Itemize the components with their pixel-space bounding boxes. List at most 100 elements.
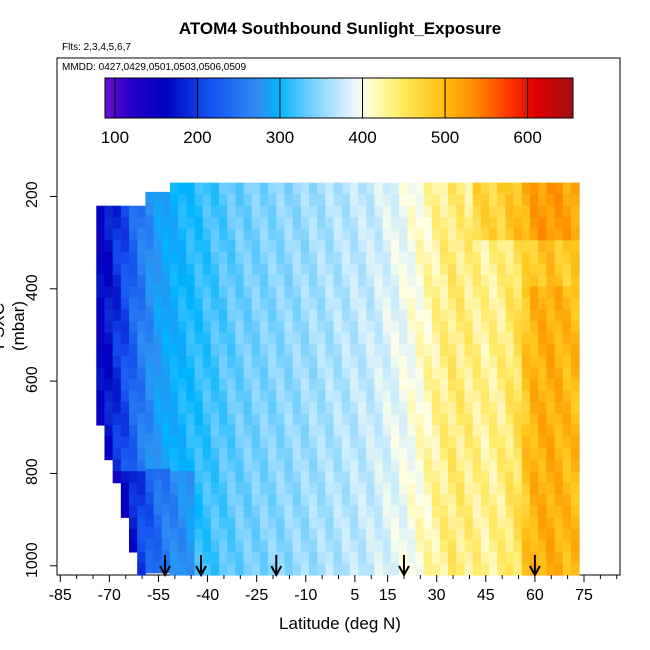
heatmap-cell: [259, 401, 269, 415]
heatmap-cell: [243, 194, 253, 207]
heatmap-cell: [153, 434, 163, 447]
heatmap-cell: [112, 471, 122, 484]
heatmap-cell: [448, 378, 457, 391]
heatmap-cell: [374, 274, 384, 288]
heatmap-cell: [431, 528, 441, 541]
heatmap-cell: [153, 561, 163, 574]
heatmap-cell: [366, 494, 376, 507]
heatmap-cell: [439, 517, 449, 530]
heatmap-cell: [464, 517, 474, 530]
heatmap-cell: [382, 217, 392, 230]
heatmap-cell: [186, 540, 196, 553]
heatmap-cell: [349, 332, 359, 345]
heatmap-cell: [178, 528, 187, 541]
heatmap-cell: [390, 367, 400, 380]
heatmap-cell: [546, 182, 556, 195]
heatmap-cell: [120, 401, 130, 415]
heatmap-cell: [464, 459, 474, 472]
heatmap-cell: [186, 286, 196, 299]
heatmap-cell: [178, 494, 187, 507]
heatmap-cell: [448, 551, 457, 565]
heatmap-cell: [399, 263, 408, 276]
heatmap-cell: [358, 217, 367, 230]
heatmap-cell: [145, 261, 155, 274]
heatmap-cell: [374, 505, 384, 518]
heatmap-cell: [120, 298, 130, 311]
heatmap-cell: [390, 390, 400, 403]
heatmap-cell: [284, 494, 294, 507]
heatmap-cell: [317, 240, 326, 253]
heatmap-cell: [96, 332, 106, 345]
heatmap-cell: [276, 263, 286, 276]
heatmap-cell: [554, 274, 564, 288]
heatmap-cell: [358, 471, 367, 484]
heatmap-cell: [251, 436, 261, 449]
heatmap-cell: [341, 551, 351, 565]
heatmap-cell: [235, 344, 245, 357]
heatmap-cell: [178, 228, 187, 241]
heatmap-cell: [153, 249, 163, 262]
heatmap-cell: [415, 182, 425, 195]
heatmap-cell: [120, 355, 130, 368]
heatmap-cell: [309, 251, 318, 265]
x-tick-label: -70: [97, 587, 121, 604]
heatmap-cell: [448, 240, 457, 253]
heatmap-cell: [407, 286, 417, 299]
heatmap-cell: [129, 251, 138, 265]
heatmap-cell: [178, 344, 187, 357]
heatmap-cell: [194, 228, 204, 241]
heatmap-cell: [137, 390, 146, 403]
heatmap-cell: [300, 367, 310, 380]
heatmap-cell: [112, 344, 122, 357]
heatmap-cell: [538, 332, 547, 345]
heatmap-cell: [521, 240, 531, 253]
heatmap-cell: [137, 563, 146, 576]
heatmap-cell: [219, 551, 228, 565]
heatmap-cell: [137, 401, 146, 415]
heatmap-cell: [243, 390, 253, 403]
heatmap-cell: [399, 505, 408, 518]
heatmap-cell: [309, 471, 318, 484]
heatmap-cell: [325, 390, 335, 403]
heatmap-cell: [161, 249, 171, 262]
heatmap-cell: [161, 284, 171, 297]
heatmap-cell: [570, 413, 580, 426]
heatmap-cell: [505, 482, 515, 495]
heatmap-cell: [129, 528, 138, 541]
heatmap-cell: [194, 367, 204, 380]
heatmap-cell: [268, 401, 277, 415]
heatmap-cell: [235, 494, 245, 507]
heatmap-cell: [456, 448, 466, 461]
heatmap-cell: [317, 228, 326, 241]
heatmap-cell: [341, 563, 351, 576]
heatmap-cell: [505, 563, 515, 576]
heatmap-cell: [276, 448, 286, 461]
heatmap-cell: [497, 528, 507, 541]
heatmap-cell: [497, 424, 507, 438]
heatmap-cell: [325, 517, 335, 530]
heatmap-cell: [415, 217, 425, 230]
heatmap-cell: [349, 436, 359, 449]
heatmap-cell: [251, 424, 261, 438]
heatmap-cell: [538, 540, 547, 553]
heatmap-cell: [202, 228, 212, 241]
heatmap-cell: [529, 378, 539, 391]
heatmap-cell: [284, 448, 294, 461]
heatmap-cell: [243, 505, 253, 518]
heatmap-cell: [300, 228, 310, 241]
heatmap-cell: [423, 321, 433, 334]
heatmap-cell: [96, 413, 106, 426]
heatmap-cell: [562, 286, 572, 299]
heatmap-cell: [415, 528, 425, 541]
heatmap-cell: [219, 528, 228, 541]
heatmap-cell: [472, 517, 482, 530]
heatmap-cell: [349, 194, 359, 207]
heatmap-cell: [186, 436, 196, 449]
heatmap-cell: [464, 401, 474, 415]
heatmap-cell: [358, 540, 367, 553]
x-tick-label: 5: [350, 587, 360, 604]
heatmap-cell: [161, 191, 171, 205]
heatmap-cell: [341, 332, 351, 345]
heatmap-cell: [96, 263, 106, 276]
heatmap-cell: [96, 355, 106, 368]
